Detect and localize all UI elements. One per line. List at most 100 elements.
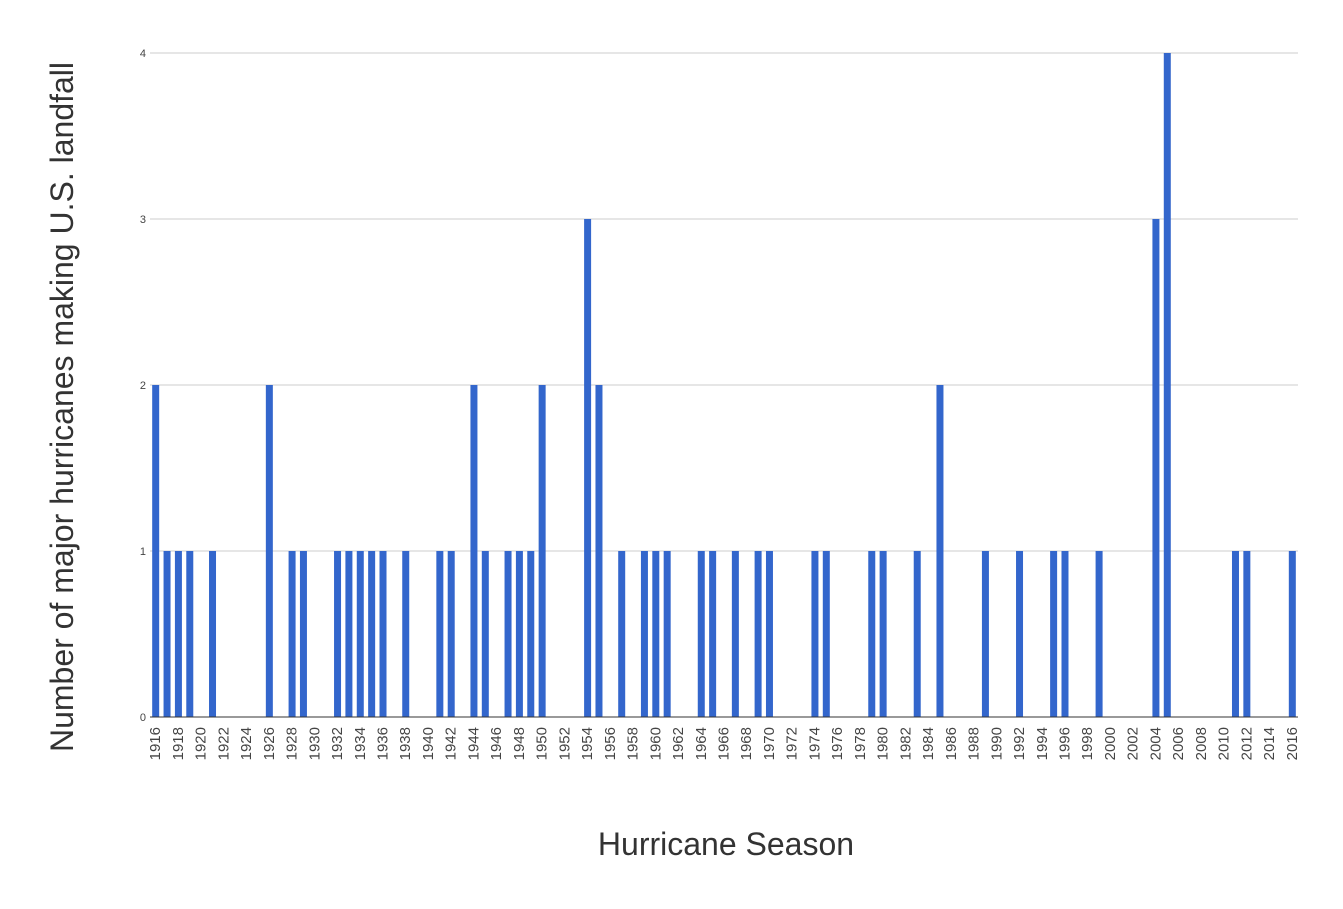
x-tick-label: 1920 [193,727,210,760]
x-tick-label: 1970 [761,727,778,760]
bar-1954 [584,219,592,717]
gridlines [150,52,1298,552]
bar-1964 [697,551,705,717]
bar-1935 [368,551,376,717]
bar-1992 [1016,551,1024,717]
x-tick-label: 1990 [988,727,1005,760]
x-tick-label: 1944 [465,727,482,760]
x-tick-label: 1924 [238,727,255,760]
bar-1957 [618,551,626,717]
x-tick-label: 1918 [170,727,187,760]
bar-1970 [765,551,773,717]
bar-1917 [163,551,171,717]
bar-1944 [470,385,478,717]
x-tick-label: 1932 [329,727,346,760]
bar-2004 [1152,219,1160,717]
bar-1947 [504,551,512,717]
x-tick-label: 1948 [511,727,528,760]
y-tick-label: 1 [140,546,146,558]
bar-1989 [981,551,989,717]
x-tick-label: 1950 [534,727,551,760]
x-tick-label: 1978 [852,727,869,760]
bar-1955 [595,385,603,717]
bar-1933 [345,551,353,717]
x-tick-label: 2000 [1102,727,1119,760]
x-tick-label: 1938 [397,727,414,760]
bar-1926 [265,385,273,717]
bar-1985 [936,385,944,717]
x-tick-label: 1974 [806,727,823,760]
x-tick-label: 1928 [284,727,301,760]
x-tick-label: 1954 [579,727,596,760]
bar-1961 [663,551,671,717]
bar-1974 [811,551,819,717]
x-tick-label: 1934 [352,727,369,760]
x-tick-label: 1926 [261,727,278,760]
y-tick-label: 2 [140,380,146,392]
bar-1918 [174,551,182,717]
y-tick-label: 0 [140,712,146,724]
bar-1919 [186,551,194,717]
x-tick-label: 1984 [920,727,937,760]
y-tick-label: 3 [140,214,146,226]
x-tick-label: 1976 [829,727,846,760]
y-tick-label: 4 [140,48,146,60]
bar-1942 [447,551,455,717]
bar-1934 [356,551,364,717]
x-tick-label: 2004 [1147,727,1164,760]
bar-1980 [879,551,887,717]
bar-1995 [1050,551,1058,717]
bar-2011 [1231,551,1239,717]
y-axis-ticks: 0 1 2 3 4 [140,48,146,724]
bar-1999 [1095,551,1103,717]
bar-1979 [868,551,876,717]
x-tick-label: 1964 [693,727,710,760]
bar-1959 [640,551,648,717]
bar-1945 [481,551,489,717]
x-tick-label: 2014 [1261,727,1278,760]
x-tick-label: 2006 [1170,727,1187,760]
x-tick-label: 2008 [1193,727,1210,760]
x-tick-label: 1916 [147,727,164,760]
x-tick-label: 1936 [375,727,392,760]
bar-1929 [299,551,307,717]
bar-2005 [1163,53,1171,717]
x-tick-label: 1960 [647,727,664,760]
bar-1938 [402,551,410,717]
bar-1941 [436,551,444,717]
x-tick-label: 1946 [488,727,505,760]
bar-1965 [709,551,717,717]
x-tick-label: 1922 [215,727,232,760]
bar-1936 [379,551,387,717]
bar-1916 [152,385,160,717]
bar-1969 [754,551,762,717]
bar-1967 [731,551,739,717]
y-axis-title: Number of major hurricanes making U.S. l… [44,62,80,752]
bar-1983 [913,551,921,717]
bar-1949 [527,551,535,717]
x-tick-label: 1962 [670,727,687,760]
bar-1975 [822,551,830,717]
x-tick-label: 1940 [420,727,437,760]
bar-1960 [652,551,660,717]
x-tick-label: 1930 [306,727,323,760]
x-tick-label: 2016 [1284,727,1301,760]
bar-1996 [1061,551,1069,717]
x-tick-label: 1998 [1079,727,1096,760]
bar-1921 [209,551,217,717]
x-tick-label: 1956 [602,727,619,760]
x-tick-label: 1980 [875,727,892,760]
x-tick-label: 1996 [1056,727,1073,760]
x-tick-label: 1994 [1034,727,1051,760]
bar-1928 [288,551,296,717]
bar-1950 [538,385,546,717]
x-tick-label: 1968 [738,727,755,760]
x-tick-label: 1952 [556,727,573,760]
x-axis-ticks: 1916 1918 1920 1922 1924 1926 1928 1930 1932 1934… [147,727,1301,760]
x-tick-label: 1966 [716,727,733,760]
bar-2016 [1288,551,1296,717]
x-axis-title: Hurricane Season [598,826,854,862]
x-tick-label: 1942 [443,727,460,760]
bar-2012 [1243,551,1251,717]
